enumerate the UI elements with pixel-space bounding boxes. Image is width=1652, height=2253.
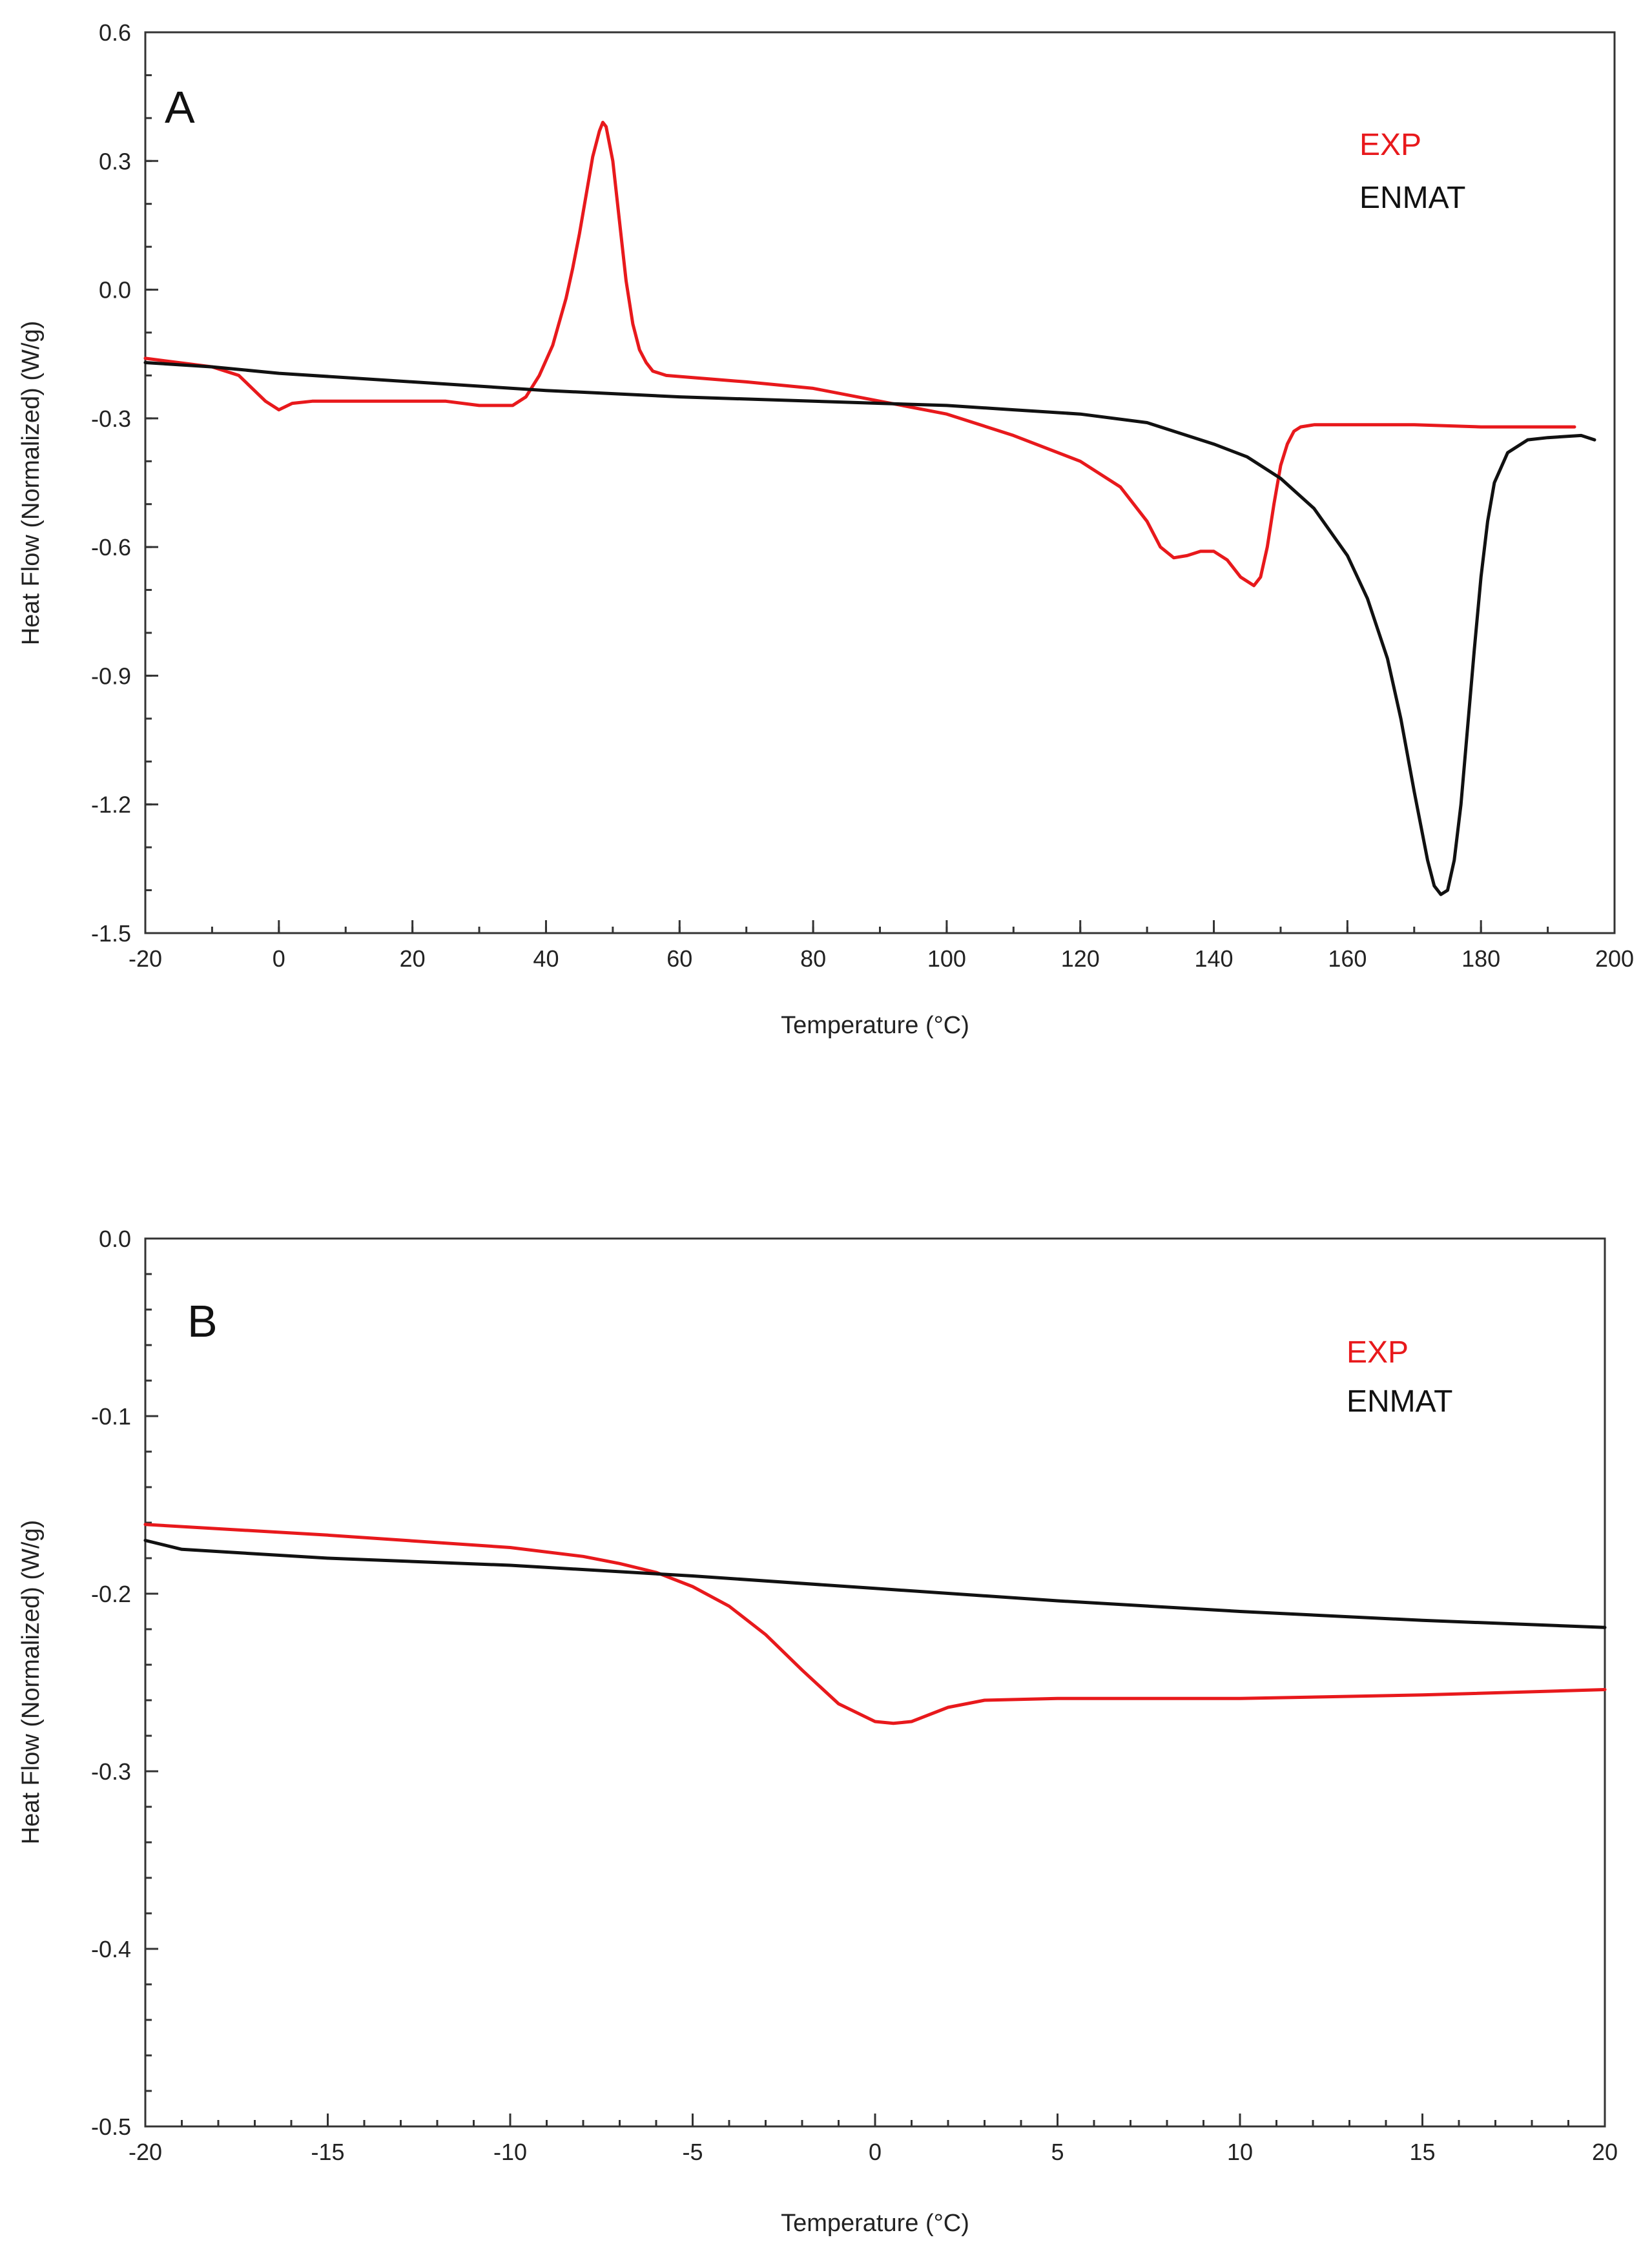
y-tick-label: -1.2 [91,792,131,818]
series-line-exp-a [143,121,1576,588]
x-tick-label: 120 [1061,945,1100,972]
y-tick-label: -1.5 [91,920,131,947]
plot-frame-b [144,1237,1606,2128]
y-axis-title-b: Heat Flow (Normalized) (W/g) [17,1520,45,1845]
y-tick-label: 0.0 [99,277,131,303]
x-tick-label: 40 [533,945,559,972]
plot-frame-a [144,31,1616,934]
x-tick-label: -20 [129,2139,162,2165]
y-tick-label: 0.6 [99,19,131,46]
x-tick-label: 0 [869,2139,882,2165]
legend-enmat-a: ENMAT [1359,181,1465,215]
x-tick-label: 200 [1595,945,1634,972]
series-group-a [143,121,1596,896]
y-tick-label: -0.5 [91,2114,131,2140]
x-tick-label: 20 [1592,2139,1618,2165]
y-tick-label: 0.0 [99,1226,131,1252]
y-tick-label: -0.9 [91,663,131,689]
x-tick-label: 60 [666,945,692,972]
x-tick-label: -20 [129,945,162,972]
y-tick-label: -0.2 [91,1581,131,1607]
x-tick-label: 160 [1328,945,1367,972]
x-axis-title-b: Temperature (°C) [781,2210,969,2237]
axis-ticks-a: -20 0 20 40 60 80 100 120 140 160 180 200 0.6 0.3 0.0 -… [91,19,1634,972]
x-tick-label: -5 [682,2139,703,2165]
x-tick-label: 15 [1409,2139,1435,2165]
y-tick-label: -0.3 [91,406,131,432]
x-tick-label: 140 [1195,945,1234,972]
x-tick-label: 20 [400,945,426,972]
x-tick-label: -15 [311,2139,344,2165]
legend-exp-a: EXP [1359,128,1421,162]
legend-enmat-b: ENMAT [1347,1384,1452,1419]
x-axis-title-a: Temperature (°C) [781,1012,969,1039]
series-line-enmat-b [143,1539,1607,1629]
x-tick-label: 100 [927,945,966,972]
series-group-b [143,1523,1607,1725]
y-tick-label: -0.4 [91,1936,131,1962]
y-tick-label: -0.6 [91,534,131,561]
y-tick-label: 0.3 [99,148,131,174]
x-tick-label: 180 [1461,945,1500,972]
axis-ticks-b: -20 -15 -10 -5 0 5 10 15 20 0.0 -0.1 -0.2 -0.3 -0.4 -0… [91,1226,1618,2165]
y-axis-title-a: Heat Flow (Normalized) (W/g) [17,321,45,646]
x-tick-label: 0 [273,945,285,972]
legend-exp-b: EXP [1347,1335,1409,1370]
x-tick-label: -10 [493,2139,527,2165]
series-line-enmat-a [143,361,1596,896]
series-line-exp-b [143,1523,1607,1725]
y-tick-label: -0.3 [91,1758,131,1785]
chart-panel-a: -20 0 20 40 60 80 100 120 140 160 180 200 0.6 0.3 0.0 -… [17,19,1634,1039]
panel-label-b: B [187,1296,218,1346]
y-tick-label: -0.1 [91,1403,131,1430]
x-tick-label: 80 [800,945,826,972]
x-tick-label: 5 [1051,2139,1064,2165]
panel-label-a: A [165,82,195,132]
x-tick-label: 10 [1227,2139,1253,2165]
chart-panel-b: -20 -15 -10 -5 0 5 10 15 20 0.0 -0.1 -0.2 -0.3 -0.4 -0… [17,1226,1618,2237]
